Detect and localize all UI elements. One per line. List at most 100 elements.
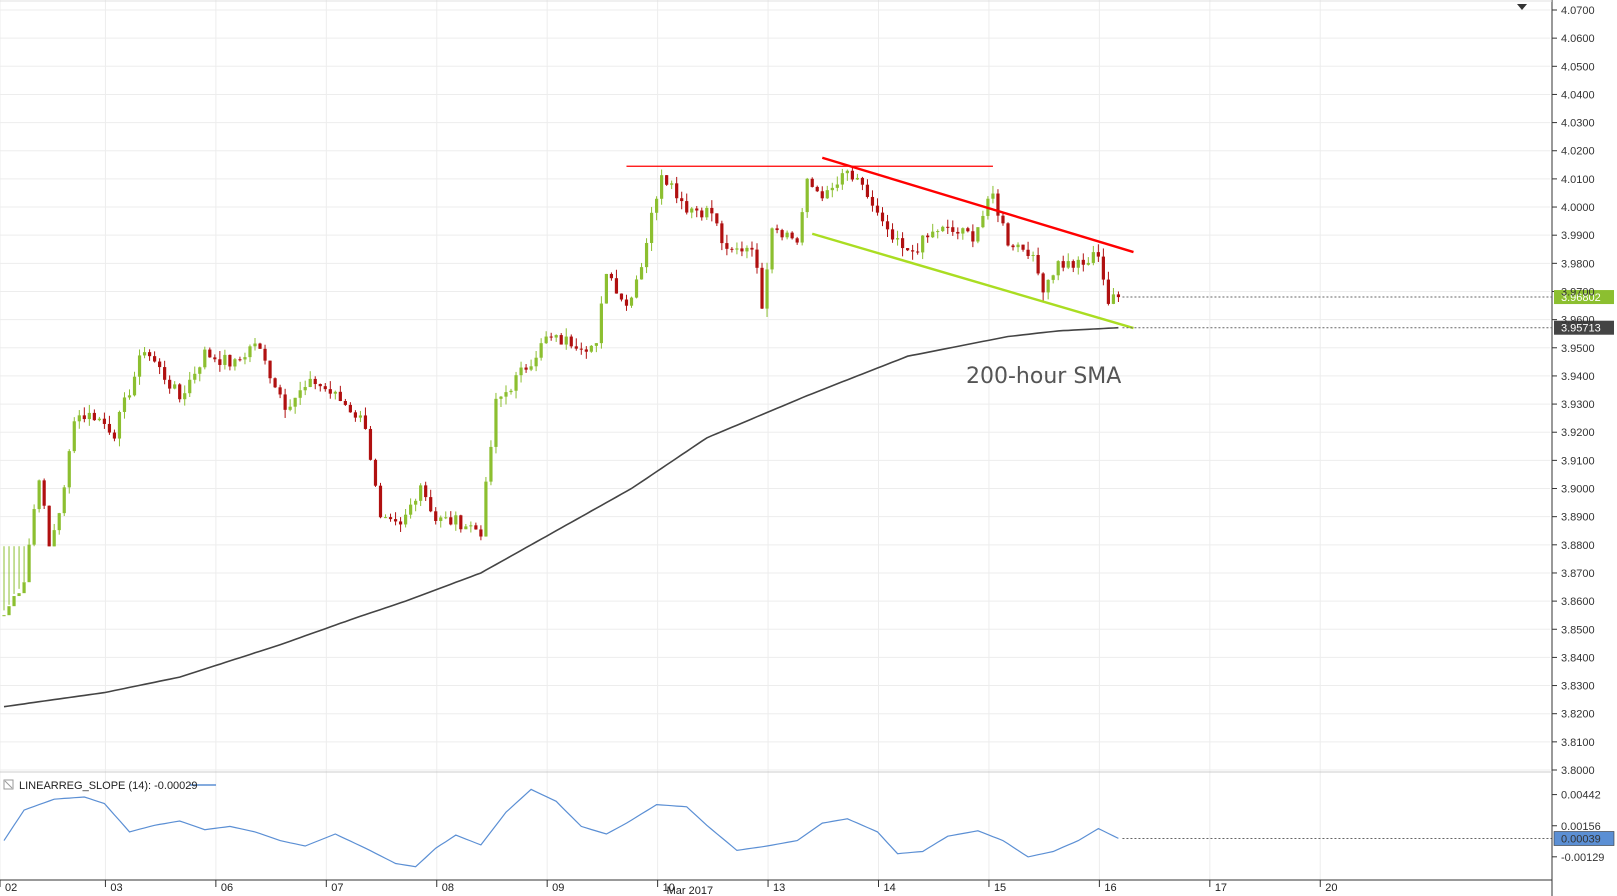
price-tick-label: 3.9300 bbox=[1561, 399, 1595, 411]
candle-body bbox=[534, 357, 538, 367]
candle-body bbox=[489, 446, 493, 482]
candle-body bbox=[524, 367, 528, 370]
candle-body bbox=[730, 248, 734, 250]
candle-body bbox=[1076, 259, 1080, 268]
candle-body bbox=[840, 173, 844, 185]
candle-body bbox=[444, 517, 448, 519]
x-tick-label: 13 bbox=[773, 882, 785, 894]
candle-body bbox=[398, 521, 403, 525]
price-tick-label: 3.8300 bbox=[1561, 681, 1595, 693]
candle-body bbox=[348, 404, 352, 413]
candle-body bbox=[599, 303, 603, 344]
candle-body bbox=[278, 387, 282, 395]
candle-body bbox=[865, 184, 870, 197]
candle-body bbox=[47, 505, 51, 547]
candle-body bbox=[931, 231, 935, 238]
candle-body bbox=[519, 367, 523, 376]
candle-body bbox=[188, 379, 192, 394]
candle-body bbox=[112, 432, 117, 439]
candle-body bbox=[122, 397, 127, 412]
price-tick-label: 3.8700 bbox=[1561, 568, 1595, 580]
candle-body bbox=[168, 379, 172, 389]
candle-body bbox=[494, 398, 498, 447]
candle-body bbox=[1036, 254, 1040, 274]
candle-body bbox=[243, 357, 247, 360]
candle-body bbox=[42, 480, 46, 506]
candle-body bbox=[584, 349, 588, 352]
month-label: Mar 2017 bbox=[667, 885, 713, 896]
price-tick-label: 3.8000 bbox=[1561, 765, 1595, 777]
trendlines bbox=[626, 156, 1134, 330]
candle-body bbox=[97, 418, 101, 421]
candle-body bbox=[469, 525, 473, 527]
candle-body bbox=[835, 184, 839, 188]
candle-body bbox=[634, 279, 639, 298]
price-tick-label: 3.8800 bbox=[1561, 540, 1595, 552]
candle-body bbox=[258, 343, 262, 349]
candle-body bbox=[649, 212, 654, 243]
candle-body bbox=[529, 366, 533, 370]
candle-body bbox=[685, 201, 689, 213]
x-tick-label: 08 bbox=[442, 882, 454, 894]
x-tick-label: 14 bbox=[884, 882, 896, 894]
candle-body bbox=[424, 485, 428, 498]
candlesticks bbox=[2, 166, 1121, 617]
candle-body bbox=[158, 361, 162, 368]
candle-body bbox=[92, 412, 96, 421]
indicator-tick-label: -0.00129 bbox=[1561, 852, 1604, 864]
candle-body bbox=[604, 273, 608, 304]
candle-body bbox=[298, 390, 302, 398]
candle-body bbox=[378, 485, 383, 518]
candle-body bbox=[57, 513, 61, 531]
candle-body bbox=[735, 248, 739, 250]
candle-body bbox=[639, 267, 644, 280]
candle-body bbox=[775, 228, 779, 231]
candle-body bbox=[32, 509, 36, 545]
candle-body bbox=[665, 175, 669, 185]
candle-body bbox=[459, 515, 463, 530]
candle-body bbox=[142, 352, 147, 356]
candle-body bbox=[921, 235, 925, 253]
candle-body bbox=[830, 187, 834, 191]
candle-body bbox=[981, 215, 985, 228]
candle-body bbox=[193, 373, 197, 380]
candle-body bbox=[549, 336, 553, 338]
candle-body bbox=[850, 170, 854, 180]
candle-body bbox=[619, 293, 624, 300]
candle-body bbox=[875, 205, 880, 213]
candle-body bbox=[961, 228, 965, 234]
indicator-tick-label: 0.00156 bbox=[1561, 821, 1601, 833]
indicator-toggle-icon bbox=[3, 779, 14, 790]
candle-body bbox=[358, 415, 363, 418]
candle-body bbox=[127, 395, 132, 398]
price-tick-label: 3.8100 bbox=[1561, 737, 1595, 749]
candle-body bbox=[173, 384, 177, 389]
candle-body bbox=[1056, 261, 1060, 276]
candle-body bbox=[574, 346, 578, 349]
price-tick-label: 3.9700 bbox=[1561, 286, 1595, 298]
x-tick-label: 17 bbox=[1215, 882, 1227, 894]
candle-body bbox=[464, 526, 468, 530]
trendline bbox=[811, 232, 1134, 330]
candle-body bbox=[725, 243, 729, 249]
candle-body bbox=[624, 299, 629, 306]
candle-body bbox=[695, 208, 699, 211]
candle-body bbox=[62, 487, 66, 514]
candle-body bbox=[22, 582, 26, 594]
candle-body bbox=[223, 354, 227, 365]
candle-body bbox=[1061, 261, 1065, 268]
candle-body bbox=[916, 251, 920, 253]
candle-body bbox=[720, 223, 724, 244]
candle-body bbox=[715, 213, 719, 224]
candle-body bbox=[1106, 279, 1110, 304]
candle-body bbox=[770, 228, 774, 270]
candle-body bbox=[946, 226, 950, 228]
candle-body bbox=[479, 529, 483, 537]
price-tick-label: 4.0300 bbox=[1561, 118, 1595, 130]
candle-body bbox=[343, 401, 347, 405]
price-tick-label: 3.8900 bbox=[1561, 512, 1595, 524]
candle-body bbox=[680, 198, 684, 202]
chevron-down-icon[interactable] bbox=[1517, 4, 1527, 10]
